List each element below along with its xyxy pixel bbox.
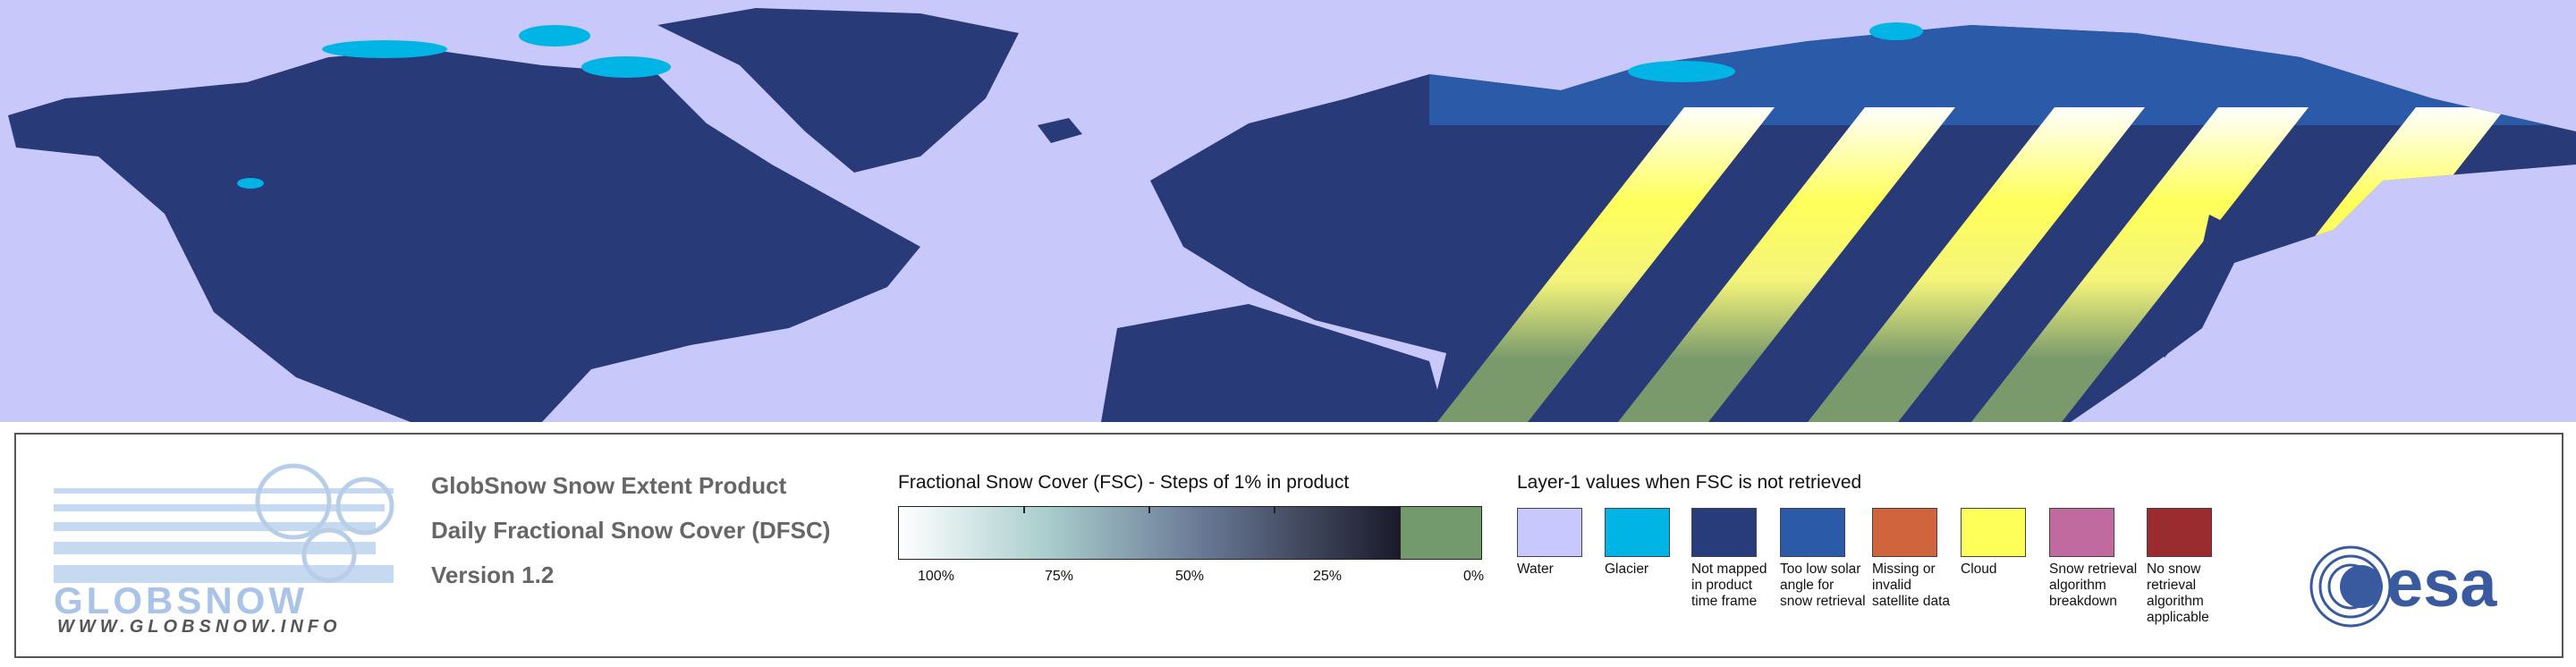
iceland <box>1038 118 1082 143</box>
class-swatch <box>1961 508 2026 557</box>
fsc-tick-label: 100% <box>918 569 954 584</box>
class-swatch <box>1780 508 1845 557</box>
product-line: Version 1.2 <box>431 561 555 588</box>
product-line: Daily Fractional Snow Cover (DFSC) <box>431 517 831 544</box>
logo-name: GLOBSNOW <box>54 579 308 621</box>
class-swatch <box>2049 508 2114 557</box>
fsc-title: Fractional Snow Cover (FSC) - Steps of 1… <box>898 472 1350 493</box>
north-america <box>8 49 920 422</box>
class-label: Water <box>1517 561 1554 577</box>
fsc-tick-label: 75% <box>1045 569 1074 584</box>
class-label: No snow retrieval algorithm applicable <box>2147 561 2209 625</box>
esa-text: esa <box>2386 546 2497 621</box>
class-swatch <box>1605 508 1670 557</box>
class-swatch <box>1691 508 1757 557</box>
fsc-tick-label: 0% <box>1463 569 1485 584</box>
class-swatch <box>1517 508 1582 557</box>
japan <box>2156 215 2227 358</box>
class-label: Cloud <box>1961 561 1997 577</box>
class-label: Missing or invalid satellite data <box>1872 561 1951 609</box>
class-swatch <box>2147 508 2212 557</box>
class-label: Snow retrieval algorithm breakdown <box>2049 561 2138 609</box>
esa-logo: esa <box>2309 545 2497 628</box>
glaciers <box>237 22 1923 189</box>
map <box>0 0 2576 422</box>
greenland <box>657 8 1019 173</box>
fsc-scale <box>898 506 1482 560</box>
fsc-tick-mark <box>1023 506 1025 513</box>
class-label: Too low solar angle for snow retrieval <box>1780 561 1866 609</box>
logo-url: WWW.GLOBSNOW.INFO <box>57 617 342 637</box>
class-swatch <box>1872 508 1937 557</box>
legend: GLOBSNOW WWW.GLOBSNOW.INFO GlobSnow Snow… <box>14 433 2563 658</box>
product-line: GlobSnow Snow Extent Product <box>431 472 787 499</box>
fsc-tick-mark <box>1274 506 1275 513</box>
fsc-tick-mark <box>1148 506 1150 513</box>
class-label: Glacier <box>1605 561 1649 577</box>
fsc-tick-label: 50% <box>1175 569 1205 584</box>
fsc-gradient <box>898 506 1401 560</box>
fsc-tick-label: 25% <box>1313 569 1343 584</box>
class-label: Not mapped in product time frame <box>1691 561 1767 609</box>
layer1-title: Layer-1 values when FSC is not retrieved <box>1517 472 1862 493</box>
globsnow-logo: GLOBSNOW <box>54 463 394 621</box>
fsc-no-snow <box>1400 506 1482 560</box>
